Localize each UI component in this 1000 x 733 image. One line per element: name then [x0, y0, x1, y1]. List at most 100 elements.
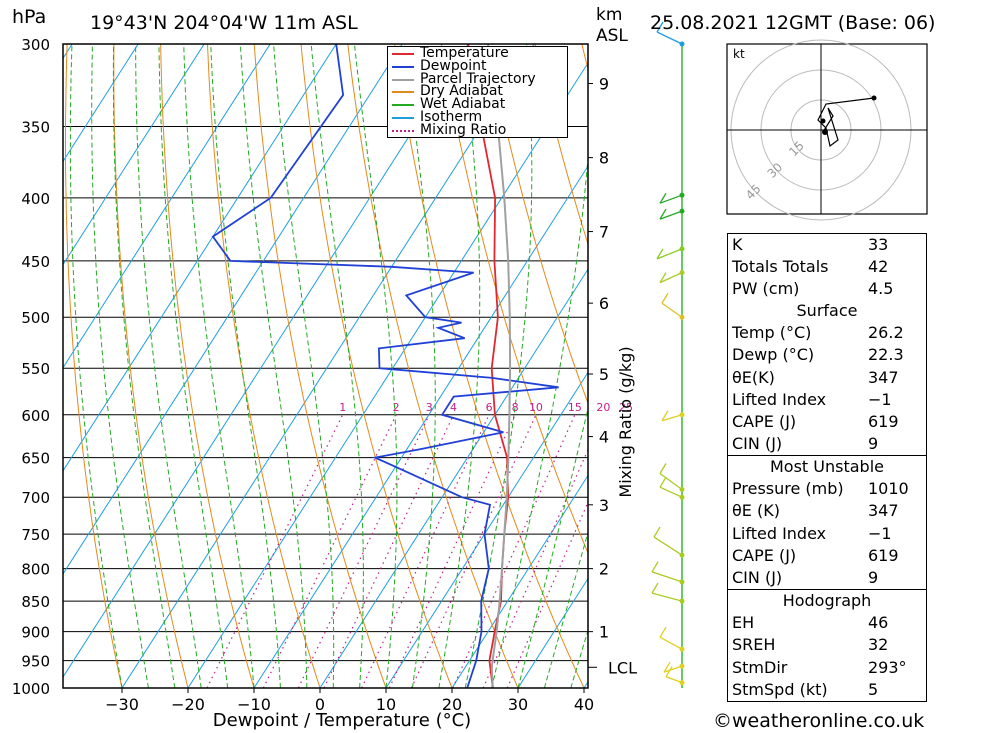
- legend-item-temperature: Temperature: [388, 46, 567, 60]
- wind-level-dot: [679, 487, 685, 493]
- x-tick-label: 30: [508, 695, 528, 714]
- pressure-tick-label: 900: [21, 624, 50, 642]
- most-unstable-value: 1010: [868, 479, 909, 499]
- wind-barb: [661, 414, 683, 422]
- isotherm-line: [451, 474, 588, 688]
- most-unstable-row: CIN (J) 9: [728, 567, 926, 589]
- dry-adiabat-line: [300, 44, 453, 688]
- wind-level-dot: [679, 41, 685, 47]
- wind-barb-flag: [663, 661, 671, 673]
- legend-swatch: [392, 91, 414, 94]
- wind-level-dot: [679, 680, 685, 686]
- legend-item-dry-adiabat: Dry Adiabat: [388, 83, 567, 100]
- mixing-ratio-line: [482, 448, 588, 688]
- chart-legend: Temperature Dewpoint Parcel Trajectory Dry …: [387, 46, 568, 138]
- most-unstable-row: θE (K) 347: [728, 500, 926, 522]
- dry-adiabat-line: [440, 44, 588, 555]
- wind-barb: [656, 248, 683, 260]
- wet-adiabat-line: [464, 44, 533, 688]
- pressure-tick-label: 400: [21, 190, 50, 208]
- pressure-tick-label: 650: [21, 450, 50, 468]
- surface-label: Temp (°C): [732, 323, 812, 343]
- legend-swatch: [392, 53, 414, 55]
- mixing-ratio-line: [361, 414, 490, 688]
- surface-row: CIN (J) 9: [728, 433, 926, 455]
- mixing-ratio-label: 1: [339, 401, 346, 414]
- most-unstable-value: 9: [868, 567, 879, 587]
- legend-swatch: [392, 78, 414, 81]
- pressure-tick-label: 700: [21, 489, 50, 507]
- wind-level-dot: [679, 552, 685, 558]
- wind-barb: [659, 486, 683, 498]
- isotherm-line: [187, 62, 588, 688]
- legend-label: Dry Adiabat: [420, 83, 503, 100]
- pressure-tick-label: 850: [21, 593, 50, 611]
- legend-item-wet-adiabat: Wet Adiabat: [388, 96, 567, 113]
- mixing-ratio-line: [297, 414, 430, 688]
- dry-adiabat-line: [995, 26, 1000, 688]
- mixing-ratio-line: [206, 414, 344, 688]
- most-unstable-value: 347: [868, 501, 899, 521]
- mixing-ratio-line: [323, 414, 455, 688]
- isotherm-line: [63, 44, 469, 678]
- isotherm-line: [63, 44, 205, 266]
- wind-level-dot: [679, 270, 685, 276]
- wet-adiabat-line: [112, 44, 176, 688]
- x-tick-label: −30: [105, 695, 139, 714]
- wind-barb: [659, 210, 683, 220]
- wind-barb: [659, 636, 683, 650]
- legend-swatch: [392, 116, 414, 119]
- hodograph-storm-motion: [820, 118, 826, 124]
- hodograph-stat-label: EH: [732, 613, 755, 633]
- dry-adiabat-line: [347, 44, 519, 688]
- wet-adiabat-line: [91, 44, 149, 688]
- mixing-ratio-label: 25: [619, 401, 633, 414]
- km-tick-label: 4: [599, 428, 609, 447]
- wind-level-dot: [679, 192, 685, 198]
- index-label: Totals Totals: [732, 257, 829, 277]
- x-tick-label: −20: [171, 695, 205, 714]
- hodograph-stat-title: Hodograph: [782, 591, 872, 610]
- legend-label: Wet Adiabat: [420, 96, 506, 113]
- wind-barb: [653, 536, 683, 556]
- most-unstable-label: Lifted Index: [732, 523, 827, 543]
- isotherm-line: [63, 44, 337, 472]
- hodograph-stat-value: 293°: [868, 657, 907, 677]
- isotherm-line: [517, 577, 588, 688]
- dry-adiabat-line: [948, 26, 1000, 688]
- wind-level-dot: [679, 646, 685, 652]
- surface-label: CAPE (J): [732, 411, 797, 431]
- datetime-title: 25.08.2021 12GMT (Base: 06): [650, 12, 936, 34]
- isotherm-line: [0, 44, 6, 688]
- isotherm-line: [63, 44, 403, 575]
- dry-adiabat-line: [65, 44, 123, 688]
- isotherm-line: [63, 44, 271, 369]
- surface-row: Temp (°C) 26.2: [728, 322, 926, 344]
- hodograph-stat-value: 46: [868, 613, 889, 633]
- dry-adiabat-line: [206, 44, 321, 688]
- surface-value: 9: [868, 434, 879, 454]
- surface-value: −1: [868, 389, 892, 409]
- isotherm-line: [385, 371, 588, 688]
- km-tick-label: 9: [599, 75, 609, 94]
- wet-adiabat-line: [210, 44, 281, 688]
- indices-table: K 33 Totals Totals 42 PW (cm) 4.5: [727, 233, 927, 302]
- copyright-notice: ©weatheronline.co.uk: [713, 710, 925, 732]
- wind-barb-flag: [659, 208, 667, 220]
- hodograph-table: Hodograph EH 46 SREH 32 StmDir 293° StmSpd (kt)…: [727, 590, 927, 702]
- legend-swatch: [392, 104, 414, 107]
- wind-level-dot: [679, 246, 685, 252]
- x-tick-label: −10: [237, 695, 271, 714]
- legend-label: Isotherm: [420, 108, 483, 125]
- diagram-lines: [0, 26, 1000, 688]
- most-unstable-row: Pressure (mb) 1010: [728, 478, 926, 500]
- wind-barb: [659, 472, 683, 491]
- height-unit-label: km: [596, 5, 623, 25]
- surface-row: θE(K) 347: [728, 367, 926, 389]
- wet-adiabat-line: [517, 406, 588, 688]
- wind-level-dot: [679, 314, 685, 320]
- wind-barb-profile: [651, 21, 685, 688]
- most-unstable-label: CIN (J): [732, 567, 783, 587]
- index-label: PW (cm): [732, 279, 800, 299]
